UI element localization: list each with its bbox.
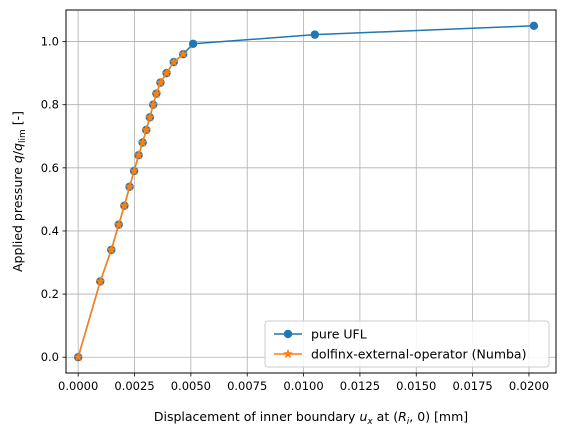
data-point — [119, 200, 130, 211]
axis-ticks: 0.0000 0.0025 0.0050 0.0075 0.0100 0.0125 0.01… — [41, 35, 549, 393]
data-point — [124, 181, 135, 192]
legend-label: pure UFL — [311, 327, 367, 342]
legend-entry: dolfinx-external-operator (Numba) — [274, 347, 526, 362]
y-tick-label: 0.8 — [41, 98, 59, 112]
x-tick-label: 0.0125 — [340, 379, 380, 393]
data-point — [137, 137, 148, 147]
data-point — [168, 56, 179, 67]
x-tick-label: 0.0000 — [58, 379, 98, 393]
x-tick-label: 0.0075 — [227, 379, 267, 393]
legend: pure UFL dolfinx-external-operator (Numba… — [264, 320, 550, 368]
y-tick-label: 0.4 — [41, 224, 59, 238]
data-point — [113, 219, 124, 229]
x-tick-label: 0.0175 — [452, 379, 492, 393]
y-tick-label: 0.6 — [41, 161, 59, 175]
x-tick-label: 0.0100 — [283, 379, 323, 393]
y-tick-label: 1.0 — [41, 35, 59, 49]
legend-entry: pure UFL — [274, 327, 367, 342]
data-point — [310, 30, 320, 39]
y-tick-label: 0.0 — [41, 350, 59, 364]
x-tick-label: 0.0050 — [171, 379, 211, 393]
legend-marker — [283, 329, 293, 339]
legend-label: dolfinx-external-operator (Numba) — [311, 347, 526, 362]
data-point — [144, 111, 155, 122]
x-tick-label: 0.0200 — [509, 379, 549, 393]
data-point — [151, 88, 162, 98]
data-point — [529, 21, 539, 30]
axes-frame — [65, 9, 557, 374]
data-point — [133, 149, 144, 160]
data-point — [73, 351, 84, 362]
data-point — [141, 124, 152, 135]
legend-marker — [282, 348, 294, 359]
data-point — [106, 244, 117, 255]
grid — [66, 10, 556, 373]
data-point — [188, 39, 198, 48]
y-tick-label: 0.2 — [41, 287, 59, 301]
data-point — [148, 99, 159, 110]
data-point — [95, 276, 106, 286]
y-axis-label: Applied pressure q/qlim [-] — [10, 111, 28, 272]
data-point — [178, 48, 189, 59]
data-point — [161, 67, 172, 78]
x-tick-label: 0.0150 — [396, 379, 436, 393]
legend-box — [264, 320, 550, 368]
x-axis-label: Displacement of inner boundary ux at (Ri… — [154, 409, 468, 427]
plot-series — [73, 21, 539, 362]
data-point — [155, 77, 166, 87]
data-point — [128, 165, 140, 176]
x-tick-label: 0.0025 — [114, 379, 154, 393]
series-1 — [73, 48, 189, 362]
